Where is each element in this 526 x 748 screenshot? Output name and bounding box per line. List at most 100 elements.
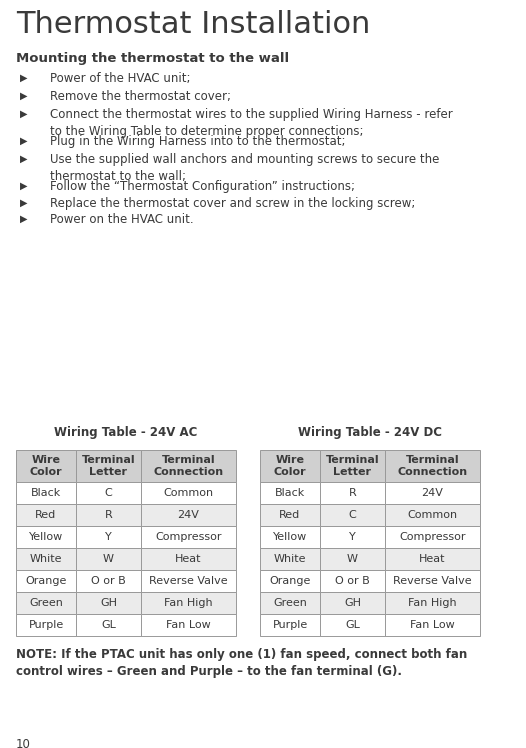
Text: Orange: Orange — [25, 576, 67, 586]
Bar — [385, 614, 480, 636]
Text: Heat: Heat — [419, 554, 446, 564]
Bar — [141, 482, 236, 504]
Text: Orange: Orange — [269, 576, 311, 586]
Text: Heat: Heat — [175, 554, 202, 564]
Text: Common: Common — [164, 488, 214, 498]
Bar — [76, 482, 141, 504]
Text: ▶: ▶ — [20, 154, 27, 164]
Bar — [260, 482, 320, 504]
Bar — [320, 592, 385, 614]
Text: 24V: 24V — [178, 510, 199, 520]
Text: ▶: ▶ — [20, 109, 27, 119]
Text: Green: Green — [29, 598, 63, 608]
Bar — [16, 450, 76, 482]
Text: R: R — [349, 488, 357, 498]
Bar — [320, 526, 385, 548]
Bar — [260, 570, 320, 592]
Text: W: W — [347, 554, 358, 564]
Bar — [385, 526, 480, 548]
Text: Compressor: Compressor — [399, 532, 466, 542]
Bar — [141, 614, 236, 636]
Bar — [16, 592, 76, 614]
Bar — [385, 570, 480, 592]
Bar — [141, 570, 236, 592]
Bar — [16, 548, 76, 570]
Bar — [260, 592, 320, 614]
Text: O or B: O or B — [335, 576, 370, 586]
Text: Red: Red — [279, 510, 301, 520]
Bar — [320, 614, 385, 636]
Bar — [76, 592, 141, 614]
Text: Power of the HVAC unit;: Power of the HVAC unit; — [50, 72, 190, 85]
Bar — [16, 526, 76, 548]
Bar — [320, 482, 385, 504]
Text: Reverse Valve: Reverse Valve — [149, 576, 228, 586]
Text: ▶: ▶ — [20, 136, 27, 146]
Text: 24V: 24V — [421, 488, 443, 498]
Bar — [320, 570, 385, 592]
Bar — [260, 548, 320, 570]
Text: Fan Low: Fan Low — [410, 620, 455, 630]
Bar — [16, 570, 76, 592]
Bar — [76, 526, 141, 548]
Bar — [141, 504, 236, 526]
Text: NOTE: If the PTAC unit has only one (1) fan speed, connect both fan
control wire: NOTE: If the PTAC unit has only one (1) … — [16, 648, 467, 678]
Bar — [320, 548, 385, 570]
Text: Wiring Table - 24V AC: Wiring Table - 24V AC — [54, 426, 198, 438]
Bar — [76, 504, 141, 526]
Text: W: W — [103, 554, 114, 564]
Bar — [385, 482, 480, 504]
Text: ▶: ▶ — [20, 91, 27, 101]
Bar — [141, 526, 236, 548]
Bar — [141, 450, 236, 482]
Text: C: C — [105, 488, 113, 498]
Text: Terminal
Connection: Terminal Connection — [154, 456, 224, 476]
Bar — [141, 548, 236, 570]
Text: Wire
Color: Wire Color — [29, 456, 62, 476]
Text: Terminal
Letter: Terminal Letter — [82, 456, 135, 476]
Text: Use the supplied wall anchors and mounting screws to secure the
thermostat to th: Use the supplied wall anchors and mounti… — [50, 153, 439, 183]
Bar — [385, 450, 480, 482]
Text: Y: Y — [349, 532, 356, 542]
Bar — [76, 548, 141, 570]
Bar — [260, 450, 320, 482]
Bar — [76, 570, 141, 592]
Text: Yellow: Yellow — [273, 532, 307, 542]
Text: C: C — [349, 510, 357, 520]
Bar — [385, 592, 480, 614]
Bar — [260, 614, 320, 636]
Text: Fan High: Fan High — [408, 598, 457, 608]
Text: Replace the thermostat cover and screw in the locking screw;: Replace the thermostat cover and screw i… — [50, 197, 416, 210]
Text: Common: Common — [408, 510, 458, 520]
Text: GH: GH — [100, 598, 117, 608]
Text: Fan High: Fan High — [164, 598, 213, 608]
Bar — [320, 504, 385, 526]
Bar — [16, 482, 76, 504]
Text: GL: GL — [345, 620, 360, 630]
Text: Thermostat Installation: Thermostat Installation — [16, 10, 370, 39]
Text: Wiring Table - 24V DC: Wiring Table - 24V DC — [298, 426, 442, 438]
Text: Purple: Purple — [28, 620, 64, 630]
Text: R: R — [105, 510, 113, 520]
Text: White: White — [30, 554, 62, 564]
Text: Yellow: Yellow — [29, 532, 63, 542]
Text: Follow the “Thermostat Conﬁguration” instructions;: Follow the “Thermostat Conﬁguration” ins… — [50, 180, 355, 193]
Text: ▶: ▶ — [20, 198, 27, 208]
Text: Wire
Color: Wire Color — [274, 456, 306, 476]
Text: Y: Y — [105, 532, 112, 542]
Text: ▶: ▶ — [20, 181, 27, 191]
Text: Mounting the thermostat to the wall: Mounting the thermostat to the wall — [16, 52, 289, 65]
Text: Terminal
Connection: Terminal Connection — [398, 456, 468, 476]
Text: Red: Red — [35, 510, 57, 520]
Text: ▶: ▶ — [20, 214, 27, 224]
Bar — [16, 614, 76, 636]
Text: 10: 10 — [16, 738, 31, 748]
Bar — [16, 504, 76, 526]
Text: Remove the thermostat cover;: Remove the thermostat cover; — [50, 90, 231, 103]
Bar — [260, 526, 320, 548]
Bar — [385, 504, 480, 526]
Text: Plug in the Wiring Harness into to the thermostat;: Plug in the Wiring Harness into to the t… — [50, 135, 346, 148]
Text: Reverse Valve: Reverse Valve — [393, 576, 472, 586]
Text: White: White — [274, 554, 306, 564]
Text: Purple: Purple — [272, 620, 308, 630]
